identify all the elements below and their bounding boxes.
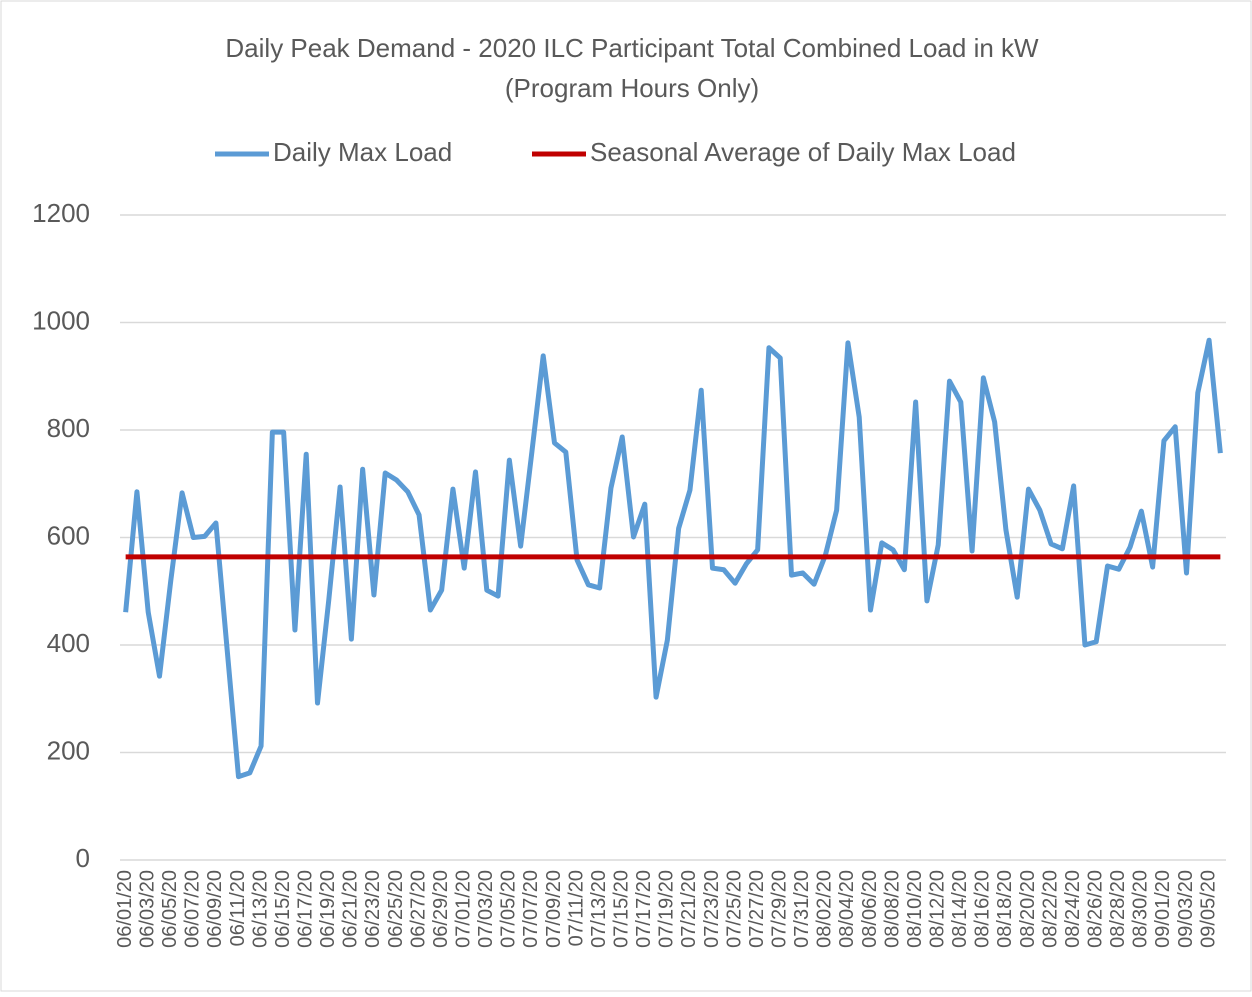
x-tick-label: 06/23/20 [362,870,384,948]
x-tick-label: 07/07/20 [520,870,542,948]
y-tick-label: 200 [47,735,90,765]
x-tick-label: 06/25/20 [385,870,407,948]
x-tick-label: 08/06/20 [859,870,881,948]
chart-subtitle: (Program Hours Only) [505,73,759,103]
y-tick-label: 1000 [32,305,90,335]
y-tick-label: 400 [47,628,90,658]
x-tick-label: 06/13/20 [249,870,271,948]
x-tick-label: 08/10/20 [904,870,926,948]
x-tick-label: 08/28/20 [1107,870,1129,948]
x-tick-label: 06/03/20 [136,870,158,948]
y-tick-label: 600 [47,520,90,550]
data-line [123,337,1223,780]
x-tick-label: 06/09/20 [204,870,226,948]
y-tick-label: 800 [47,413,90,443]
x-tick-label: 07/13/20 [588,870,610,948]
x-tick-label: 08/26/20 [1084,870,1106,948]
x-tick-label: 06/05/20 [159,870,181,948]
x-tick-label: 08/02/20 [814,870,836,948]
x-tick-label: 07/17/20 [633,870,655,948]
x-tick-label: 07/05/20 [498,870,520,948]
x-tick-label: 07/19/20 [656,870,678,948]
x-tick-label: 06/11/20 [227,870,249,946]
x-tick-label: 07/25/20 [723,870,745,948]
x-tick-label: 07/09/20 [543,870,565,948]
x-tick-label: 06/27/20 [407,870,429,948]
x-tick-label: 08/18/20 [994,870,1016,948]
x-tick-label: 06/17/20 [294,870,316,948]
y-tick-label: 1200 [32,198,90,228]
x-tick-label: 09/05/20 [1197,870,1219,948]
x-tick-label: 06/29/20 [430,870,452,948]
legend-label: Daily Max Load [273,137,452,167]
x-tick-label: 07/03/20 [475,870,497,948]
x-tick-label: 06/21/20 [340,870,362,948]
x-tick-label: 07/21/20 [678,870,700,948]
y-tick-label: 0 [76,843,90,873]
x-tick-label: 08/22/20 [1039,870,1061,948]
x-tick-label: 07/01/20 [452,870,474,948]
x-tick-label: 06/15/20 [272,870,294,948]
x-tick-label: 07/11/20 [565,870,587,946]
x-tick-label: 08/08/20 [881,870,903,948]
x-tick-label: 08/20/20 [1017,870,1039,948]
x-tick-label: 08/12/20 [926,870,948,948]
x-tick-label: 08/14/20 [949,870,971,948]
x-tick-label: 07/31/20 [791,870,813,948]
legend-label: Seasonal Average of Daily Max Load [590,137,1016,167]
x-tick-label: 08/16/20 [972,870,994,948]
x-tick-label: 08/24/20 [1062,870,1084,948]
x-tick-label: 08/04/20 [836,870,858,948]
x-tick-label: 09/01/20 [1152,870,1174,948]
x-tick-label: 06/07/20 [182,870,204,948]
x-tick-label: 07/23/20 [701,870,723,948]
x-tick-label: 08/30/20 [1130,870,1152,948]
x-tick-label: 06/19/20 [317,870,339,948]
x-tick-label: 09/03/20 [1175,870,1197,948]
x-tick-label: 07/15/20 [610,870,632,948]
x-tick-label: 07/29/20 [768,870,790,948]
x-tick-label: 06/01/20 [114,870,136,948]
x-tick-label: 07/27/20 [746,870,768,948]
chart-title: Daily Peak Demand - 2020 ILC Participant… [225,33,1039,63]
